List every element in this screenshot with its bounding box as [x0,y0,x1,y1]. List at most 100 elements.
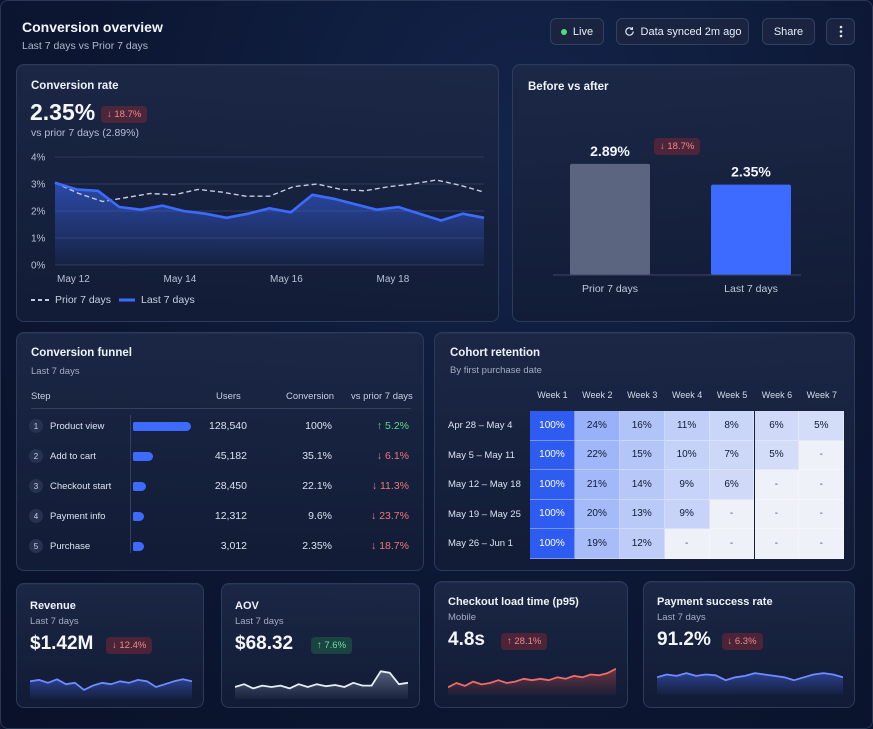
cohort-cell: 19% [574,529,620,559]
funnel-users: 128,540 [209,420,247,432]
funnel-step-label: Checkout start [50,481,112,492]
conversion-rate-comparison: vs prior 7 days (2.89%) [31,127,139,139]
cohort-retention-card: Cohort retention By first purchase date … [434,332,855,571]
cohort-week-header: Week 3 [627,390,658,400]
cohort-cell: 100% [530,529,575,559]
cohort-title: Cohort retention [450,347,541,359]
share-button[interactable]: Share [762,18,815,45]
live-button[interactable]: Live [550,18,604,45]
cohort-cell: - [754,499,800,529]
cohort-cell: - [799,440,845,470]
funnel-step-number: 2 [29,449,43,463]
conversion-rate-title: Conversion rate [31,80,119,92]
conversion-funnel-card: Conversion funnel Last 7 days Step Users… [16,332,424,571]
funnel-step-number: 5 [29,539,43,553]
cohort-cell: 6% [709,470,755,500]
bar-value-label: 2.35% [731,164,771,180]
cohort-cell: 14% [619,470,665,500]
more-options-button[interactable] [826,18,855,45]
kpi-change-badge: ↑ 28.1% [501,633,548,650]
kpi-sparkline-line [30,678,192,691]
prior-7-days-line [54,179,485,203]
funnel-bar-axis [130,415,131,553]
sync-status-button[interactable]: Data synced 2m ago [616,18,749,45]
cohort-row-label: May 19 – May 25 [448,508,521,520]
funnel-change: ↓ 11.3% [371,480,409,492]
cohort-cell: 11% [664,411,710,441]
cohort-week-header: Week 6 [761,390,793,400]
funnel-conversion: 2.35% [302,540,332,552]
cohort-cell: - [709,499,755,529]
more-vertical-icon [839,25,843,38]
funnel-step-label: Add to cart [50,451,96,462]
y-tick-label: 2% [31,207,46,218]
before-after-bar-chart: 2.89% Prior 7 days 2.35% Last 7 days [553,143,801,295]
funnel-change: ↓ 6.1% [376,450,409,462]
page-subtitle: Last 7 days vs Prior 7 days [22,40,149,52]
conversion-rate-line-chart: 4% 3% 2% 1% 0% May 12 May 14 May 16 May 18 [31,153,485,285]
funnel-step-label: Payment info [50,511,106,522]
kpi-sparkline-area [235,671,408,699]
kpi-subtitle: Last 7 days [30,616,79,627]
kpi-subtitle: Last 7 days [235,616,284,627]
cohort-cell: 6% [754,411,800,441]
cohort-cell: - [754,529,800,559]
bar-prior [570,163,650,275]
funnel-header-step: Step [31,391,51,402]
cohort-cell: 100% [530,499,575,529]
cohort-cell: 21% [574,470,620,500]
kpi-value: $1.42M [30,633,94,654]
x-tick-label: May 16 [270,274,303,285]
cohort-cell: 9% [664,499,710,529]
kpi-sparkline-area [657,673,843,695]
conversion-rate-value: 2.35% [30,99,96,125]
before-after-card: Before vs after ↓ 18.7% 2.89% Prior 7 day… [512,64,855,322]
cohort-cell: 9% [664,470,710,500]
kpi-value: 4.8s [448,629,485,650]
cohort-cell: - [799,529,845,559]
funnel-title: Conversion funnel [31,347,132,359]
cohort-week-header: Week 7 [806,390,838,400]
kpi-change-badge: ↓ 6.3% [721,633,763,650]
kpi-sparkline [235,670,408,699]
refresh-icon [624,26,635,37]
cohort-cell: 20% [574,499,620,529]
cohort-cell: - [754,470,800,500]
funnel-users: 28,450 [214,480,247,492]
funnel-users: 12,312 [214,510,247,522]
funnel-step-label: Product view [50,421,105,432]
before-after-title: Before vs after [528,81,609,93]
bar-category-label: Prior 7 days [582,283,638,295]
bar-last [711,184,791,275]
cohort-week-header: Week 1 [537,390,568,400]
last-7-days-area [55,182,484,265]
cohort-cell: 13% [619,499,665,529]
kpi-sparkline-area [448,668,616,695]
kpi-subtitle: Mobile [448,612,476,623]
kpi-card: Revenue Last 7 days $1.42M ↓ 12.4% [16,583,204,708]
funnel-users: 45,182 [214,450,247,462]
cohort-cell: - [664,529,710,559]
cohort-week-header: Week 2 [582,390,613,400]
cohort-cell: - [799,499,845,529]
kpi-card: Payment success rate Last 7 days 91.2% ↓ 6.… [643,581,855,708]
cohort-subtitle: By first purchase date [450,365,542,376]
cohort-cell: - [709,529,755,559]
funnel-bar [133,422,191,431]
kpi-sparkline-line [235,670,408,690]
funnel-step-number: 1 [29,419,43,433]
sync-label: Data synced 2m ago [640,25,742,38]
cohort-row-label: May 26 – Jun 1 [448,538,513,549]
y-tick-label: 0% [31,261,46,272]
kpi-value: 91.2% [657,629,711,650]
live-status-dot-icon [560,28,567,35]
kpi-change-badge: ↓ 12.4% [106,637,153,654]
cohort-cell: 15% [619,440,665,470]
y-tick-label: 1% [31,234,46,245]
x-tick-label: May 18 [377,274,410,285]
funnel-change: ↓ 18.7% [371,540,409,552]
cohort-week-header: Week 5 [716,390,748,400]
kpi-sparkline [30,678,192,699]
legend-prior-label: Prior 7 days [55,294,112,306]
funnel-conversion: 35.1% [302,450,332,462]
